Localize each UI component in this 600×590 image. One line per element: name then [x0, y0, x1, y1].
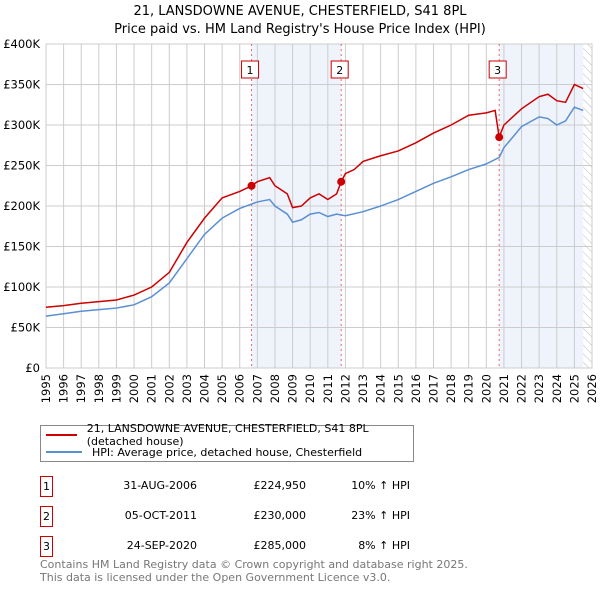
legend-property: 21, LANSDOWNE AVENUE, CHESTERFIELD, S41 … [86, 422, 369, 448]
x-tick-label: 2011 [321, 374, 335, 403]
transaction-hpi: 23% ↑ HPI [351, 509, 410, 522]
price-chart: 1995 1996 1997 1998 1999 2000 2001 2002 2003 2004… [3, 37, 599, 403]
x-tick-label: 2022 [515, 374, 529, 403]
x-tick-label: 2018 [444, 374, 458, 403]
x-tick-label: 1997 [74, 374, 88, 403]
legend-hpi: HPI: Average price, detached house, Ches… [92, 445, 363, 459]
x-tick-label: 1996 [57, 374, 71, 403]
x-tick-label: 2003 [180, 374, 194, 403]
transaction-price: £230,000 [253, 509, 307, 522]
y-tick-label: £0 [25, 361, 40, 375]
x-tick-label: 2024 [550, 374, 564, 403]
x-tick-label: 2008 [268, 374, 282, 403]
transaction-row: 2 05-OCT-2011 £230,000 23% ↑ HPI [40, 506, 440, 527]
x-tick-label: 2014 [374, 374, 388, 403]
y-tick-label: £150K [3, 240, 40, 254]
x-tick-label: 2002 [162, 374, 176, 403]
y-tick-label: £200K [3, 199, 40, 213]
x-tick-label: 1998 [92, 374, 106, 403]
y-tick-label: £350K [3, 78, 40, 92]
x-tick-label: 1995 [39, 374, 53, 403]
sale-point [495, 133, 504, 142]
x-tick-label: 2013 [356, 374, 370, 403]
sale-label: 3 [494, 64, 501, 77]
sale-point [337, 177, 346, 186]
legend-red-swatch [46, 434, 77, 436]
transaction-number: 1 [40, 476, 53, 497]
transaction-price: £224,950 [253, 479, 307, 492]
hpi-line [45, 106, 584, 317]
x-tick-label: 2023 [532, 374, 546, 403]
transaction-hpi: 8% ↑ HPI [358, 539, 410, 552]
x-tick-label: 1999 [109, 374, 123, 403]
x-tick-label: 2005 [215, 374, 229, 403]
sale-label-box [241, 60, 260, 79]
x-tick-label: 2026 [585, 374, 599, 403]
sale-label-box [488, 60, 507, 79]
transaction-price: £285,000 [253, 539, 307, 552]
x-tick-label: 2000 [127, 374, 141, 403]
x-tick-label: 2025 [567, 374, 581, 403]
transaction-number: 2 [40, 506, 53, 527]
x-tick-label: 2015 [391, 374, 405, 403]
x-tick-label: 2006 [233, 374, 247, 403]
x-tick-label: 2017 [426, 374, 440, 403]
transaction-date: 05-OCT-2011 [124, 509, 197, 522]
x-tick-label: 2021 [497, 374, 511, 403]
transaction-date: 31-AUG-2006 [123, 479, 197, 492]
plot-border [45, 43, 593, 369]
footer-line-1: Contains HM Land Registry data © Crown c… [40, 558, 468, 571]
y-tick-label: £250K [3, 159, 40, 173]
y-tick-label: £50K [11, 321, 41, 335]
sale-point [247, 181, 256, 190]
x-tick-label: 2009 [286, 374, 300, 403]
legend-blue-swatch [46, 451, 82, 453]
x-tick-label: 2001 [145, 374, 159, 403]
transaction-number: 3 [40, 536, 53, 557]
x-tick-label: 2007 [250, 374, 264, 403]
transaction-hpi: 10% ↑ HPI [351, 479, 410, 492]
x-tick-label: 2004 [198, 374, 212, 403]
x-tick-label: 2020 [479, 374, 493, 403]
transaction-row: 1 31-AUG-2006 £224,950 10% ↑ HPI [40, 476, 440, 497]
x-tick-label: 2016 [409, 374, 423, 403]
footer-line-2: This data is licensed under the Open Gov… [40, 571, 391, 584]
y-tick-label: £300K [3, 118, 40, 132]
sale-label: 1 [247, 64, 254, 77]
y-tick-label: £400K [3, 37, 40, 51]
chart-title: 21, LANSDOWNE AVENUE, CHESTERFIELD, S41 … [133, 4, 467, 19]
sale-label: 2 [336, 64, 343, 77]
chart-subtitle: Price paid vs. HM Land Registry's House … [114, 22, 486, 37]
property-price-line [45, 83, 584, 308]
x-tick-label: 2010 [303, 374, 317, 403]
x-tick-label: 2019 [462, 374, 476, 403]
transaction-row: 3 24-SEP-2020 £285,000 8% ↑ HPI [40, 536, 440, 557]
transaction-date: 24-SEP-2020 [126, 539, 197, 552]
x-tick-label: 2012 [338, 374, 352, 403]
sale-label-box [330, 60, 349, 79]
y-tick-label: £100K [3, 280, 40, 294]
legend: 21, LANSDOWNE AVENUE, CHESTERFIELD, S41 … [40, 422, 414, 462]
